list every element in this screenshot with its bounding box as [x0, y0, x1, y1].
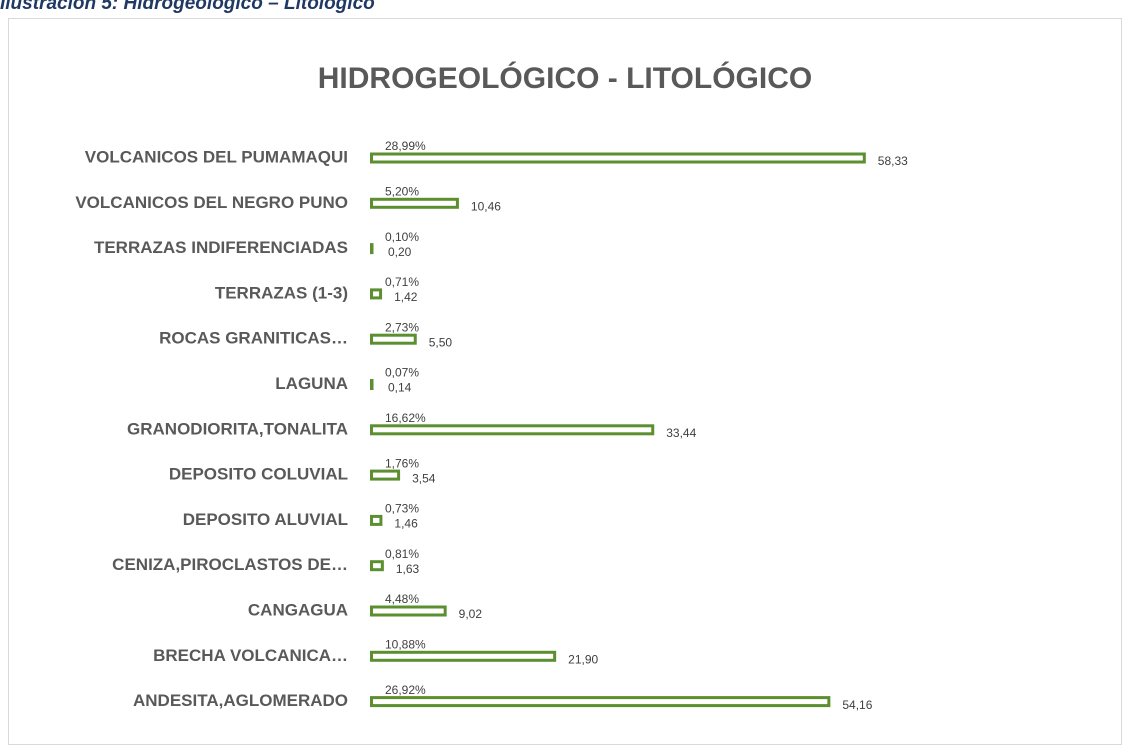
bar	[370, 152, 866, 164]
value-label: 58,33	[878, 154, 908, 168]
category-label: TERRAZAS INDIFERENCIADAS	[94, 238, 348, 257]
percent-label: 0,73%	[385, 502, 419, 516]
bar	[370, 288, 383, 300]
category-label: VOLCANICOS DEL PUMAMAQUI	[85, 147, 348, 166]
chart-title: HIDROGEOLÓGICO - LITOLÓGICO	[318, 61, 812, 95]
value-label: 10,46	[471, 199, 501, 213]
percent-label: 0,81%	[385, 547, 419, 561]
bar	[370, 560, 384, 572]
category-label: TERRAZAS (1-3)	[215, 283, 348, 302]
bar	[370, 333, 417, 345]
chart-border	[8, 18, 1122, 745]
value-label: 9,02	[459, 607, 483, 621]
category-label: DEPOSITO COLUVIAL	[169, 465, 348, 484]
value-label: 21,90	[568, 652, 598, 666]
value-label: 0,14	[388, 381, 412, 395]
bar	[370, 514, 383, 526]
bar	[370, 379, 374, 390]
percent-label: 26,92%	[385, 683, 426, 697]
category-label: ROCAS GRANITICAS…	[159, 329, 348, 348]
value-label: 1,63	[396, 562, 420, 576]
category-label: CANGAGUA	[248, 600, 348, 619]
value-label: 54,16	[842, 698, 872, 712]
category-label: VOLCANICOS DEL NEGRO PUNO	[75, 193, 348, 212]
category-label: BRECHA VOLCANICA…	[153, 646, 348, 665]
bar	[370, 650, 557, 662]
category-label: DEPOSITO ALUVIAL	[183, 510, 348, 529]
bar	[370, 696, 831, 708]
category-label: LAGUNA	[275, 374, 348, 393]
bar	[370, 605, 447, 617]
bar	[370, 243, 374, 255]
percent-label: 16,62%	[385, 411, 426, 425]
value-label: 3,54	[412, 471, 436, 485]
category-label: CENIZA,PIROCLASTOS DE…	[112, 555, 348, 574]
bar	[370, 469, 401, 481]
value-label: 1,46	[394, 517, 418, 531]
percent-label: 10,88%	[385, 637, 426, 651]
value-label: 1,42	[394, 290, 418, 304]
percent-label: 4,48%	[385, 592, 419, 606]
value-label: 33,44	[666, 426, 696, 440]
category-label: GRANODIORITA,TONALITA	[127, 419, 348, 438]
bar	[370, 197, 459, 209]
value-label: 0,20	[388, 245, 412, 259]
percent-label: 5,20%	[385, 184, 419, 198]
percent-label: 0,71%	[385, 275, 419, 289]
bar	[370, 424, 655, 436]
percent-label: 1,76%	[385, 456, 419, 470]
percent-label: 0,07%	[385, 366, 419, 380]
value-label: 5,50	[429, 335, 453, 349]
category-label: ANDESITA,AGLOMERADO	[133, 691, 348, 710]
percent-label: 2,73%	[385, 320, 419, 334]
caption: Ilustración 5: Hidrogeológico – Litológi…	[0, 0, 375, 14]
percent-label: 0,10%	[385, 230, 419, 244]
percent-label: 28,99%	[385, 139, 426, 153]
